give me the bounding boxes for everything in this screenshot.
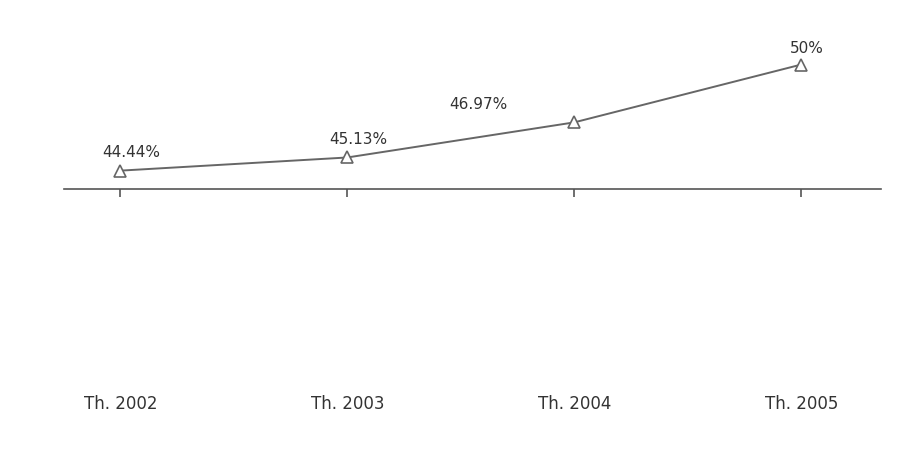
Text: Th. 2005: Th. 2005 — [765, 395, 838, 413]
Text: 46.97%: 46.97% — [449, 97, 508, 112]
Text: 50%: 50% — [790, 41, 824, 56]
Text: 44.44%: 44.44% — [103, 145, 160, 160]
Text: Th. 2002: Th. 2002 — [84, 395, 157, 413]
Text: Th. 2003: Th. 2003 — [311, 395, 384, 413]
Text: Th. 2004: Th. 2004 — [538, 395, 611, 413]
Text: 45.13%: 45.13% — [329, 132, 388, 147]
